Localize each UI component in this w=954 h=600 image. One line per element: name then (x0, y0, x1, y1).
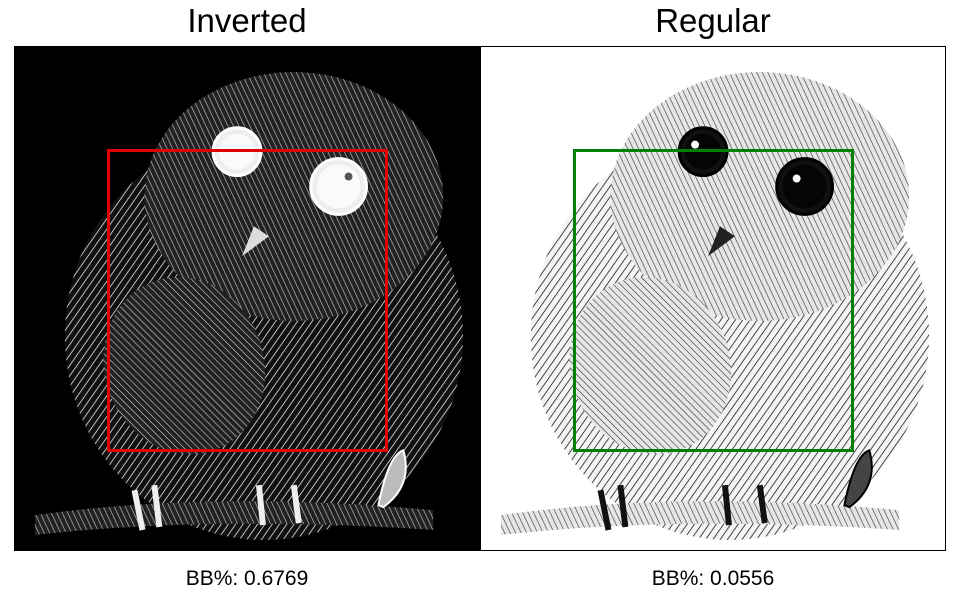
inverted-title: Inverted (187, 2, 307, 39)
regular-title: Regular (655, 2, 771, 39)
inverted-bounding-box (107, 149, 388, 452)
owl-illustration-inverted (34, 71, 464, 540)
inverted-owl-image (14, 46, 480, 551)
inverted-caption: BB%: 0.6769 (185, 567, 309, 590)
owl-illustration-regular (500, 71, 930, 540)
regular-owl-image (480, 46, 946, 551)
regular-caption: BB%: 0.0556 (651, 567, 775, 590)
regular-bounding-box (573, 149, 854, 452)
